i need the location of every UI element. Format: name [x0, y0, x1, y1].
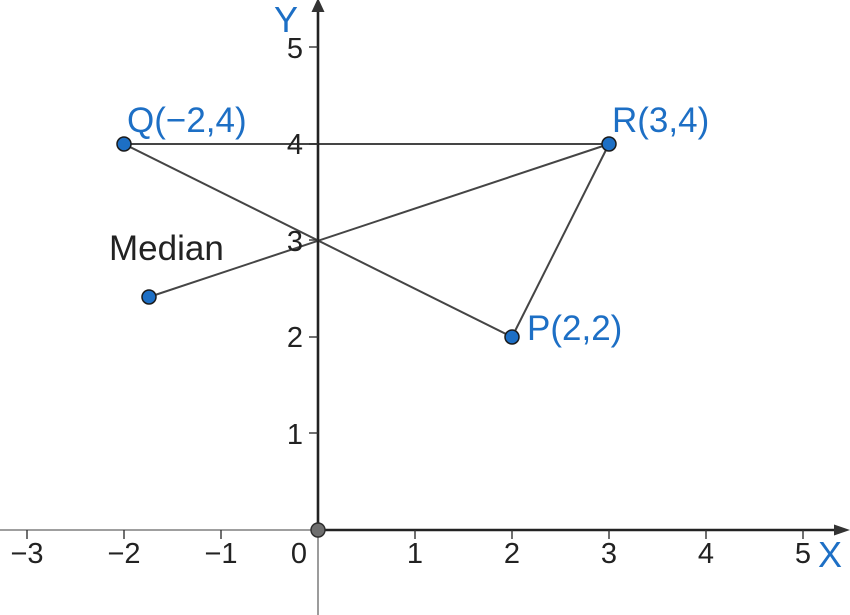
svg-text:1: 1	[407, 538, 423, 570]
svg-text:Y: Y	[274, 0, 298, 40]
svg-text:4: 4	[698, 538, 714, 570]
svg-text:2: 2	[287, 322, 303, 354]
svg-text:Q(−2,4): Q(−2,4)	[127, 101, 247, 140]
svg-text:3: 3	[287, 226, 303, 258]
svg-text:−2: −2	[107, 538, 140, 570]
svg-text:R(3,4): R(3,4)	[612, 101, 709, 140]
svg-text:P(2,2): P(2,2)	[527, 309, 622, 348]
svg-text:−1: −1	[204, 538, 237, 570]
svg-text:1: 1	[287, 419, 303, 451]
svg-text:5: 5	[795, 538, 811, 570]
svg-text:4: 4	[287, 129, 303, 161]
svg-text:3: 3	[601, 538, 617, 570]
svg-text:X: X	[818, 534, 842, 575]
svg-text:−3: −3	[10, 538, 43, 570]
svg-text:0: 0	[291, 538, 307, 570]
svg-text:2: 2	[504, 538, 520, 570]
svg-text:Median: Median	[109, 229, 224, 268]
